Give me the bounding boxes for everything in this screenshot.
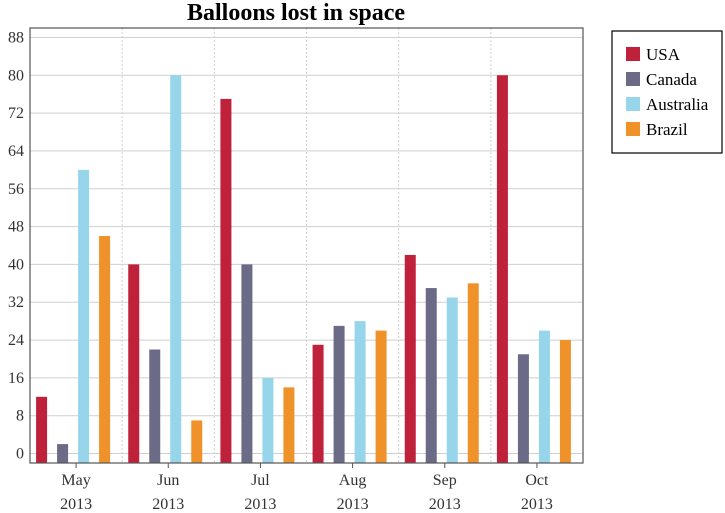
bar-canada-sep	[425, 288, 437, 463]
grid	[30, 28, 583, 463]
x-tick-label-month: Aug	[339, 472, 367, 489]
y-tick-label: 8	[16, 408, 24, 425]
y-tick-label: 80	[8, 67, 24, 84]
legend-label-brazil: Brazil	[646, 120, 688, 139]
legend-swatch-canada	[626, 72, 640, 86]
bar-usa-may	[36, 396, 48, 463]
bar-usa-jul	[220, 98, 232, 463]
bar-australia-sep	[446, 297, 458, 463]
bar-canada-aug	[333, 325, 345, 463]
x-tick-label-year: 2013	[521, 496, 553, 513]
bars	[36, 75, 571, 464]
y-tick-label: 48	[8, 219, 24, 236]
bar-australia-aug	[354, 321, 366, 463]
bar-canada-jun	[149, 349, 161, 463]
bar-australia-oct	[538, 330, 550, 463]
x-tick-label-year: 2013	[337, 496, 369, 513]
x-tick-label-year: 2013	[244, 496, 276, 513]
legend-label-canada: Canada	[646, 70, 697, 89]
y-tick-label: 24	[8, 332, 24, 349]
y-tick-label: 16	[8, 370, 24, 387]
x-tick-label-month: Sep	[433, 472, 457, 489]
bar-australia-may	[78, 169, 90, 463]
x-tick-label-month: Oct	[525, 472, 549, 489]
bar-usa-oct	[496, 75, 508, 464]
legend: USA Canada Australia Brazil	[611, 30, 723, 154]
y-tick-label: 56	[8, 181, 24, 198]
bar-australia-jul	[262, 377, 274, 463]
x-tick-label-year: 2013	[60, 496, 92, 513]
legend-swatch-usa	[626, 47, 640, 61]
bar-canada-may	[57, 444, 69, 463]
x-tick-label-month: May	[61, 472, 90, 489]
bar-brazil-sep	[467, 283, 479, 463]
y-tick-label: 40	[8, 256, 24, 273]
bar-brazil-jul	[283, 387, 295, 463]
axes: 0 8 16 24 32 40 48 56 64 72 80 88 May 2013 Jun 2013 Jul 2…	[8, 27, 584, 513]
bar-brazil-aug	[375, 330, 387, 463]
legend-label-australia: Australia	[646, 95, 709, 114]
y-tick-label: 88	[8, 29, 24, 46]
bar-canada-jul	[241, 264, 253, 463]
legend-label-usa: USA	[646, 45, 681, 64]
legend-swatch-brazil	[626, 122, 640, 136]
y-tick-label: 0	[16, 446, 24, 463]
x-tick-label-month: Jul	[251, 472, 270, 489]
bar-brazil-oct	[559, 340, 571, 463]
bar-australia-jun	[170, 75, 182, 464]
y-tick-label: 32	[8, 294, 24, 311]
plot-border	[29, 27, 584, 464]
bar-usa-sep	[404, 254, 416, 463]
chart-title: Balloons lost in space	[187, 0, 405, 26]
bar-usa-jun	[128, 264, 140, 463]
x-tick-label-year: 2013	[429, 496, 461, 513]
bar-usa-aug	[312, 344, 324, 463]
bar-canada-oct	[517, 354, 529, 463]
y-tick-label: 64	[8, 143, 24, 160]
legend-swatch-australia	[626, 97, 640, 111]
bar-brazil-jun	[191, 420, 203, 463]
x-tick-label-year: 2013	[152, 496, 184, 513]
x-tick-label-month: Jun	[157, 472, 179, 489]
bar-brazil-may	[99, 236, 111, 463]
y-tick-label: 72	[8, 105, 24, 122]
